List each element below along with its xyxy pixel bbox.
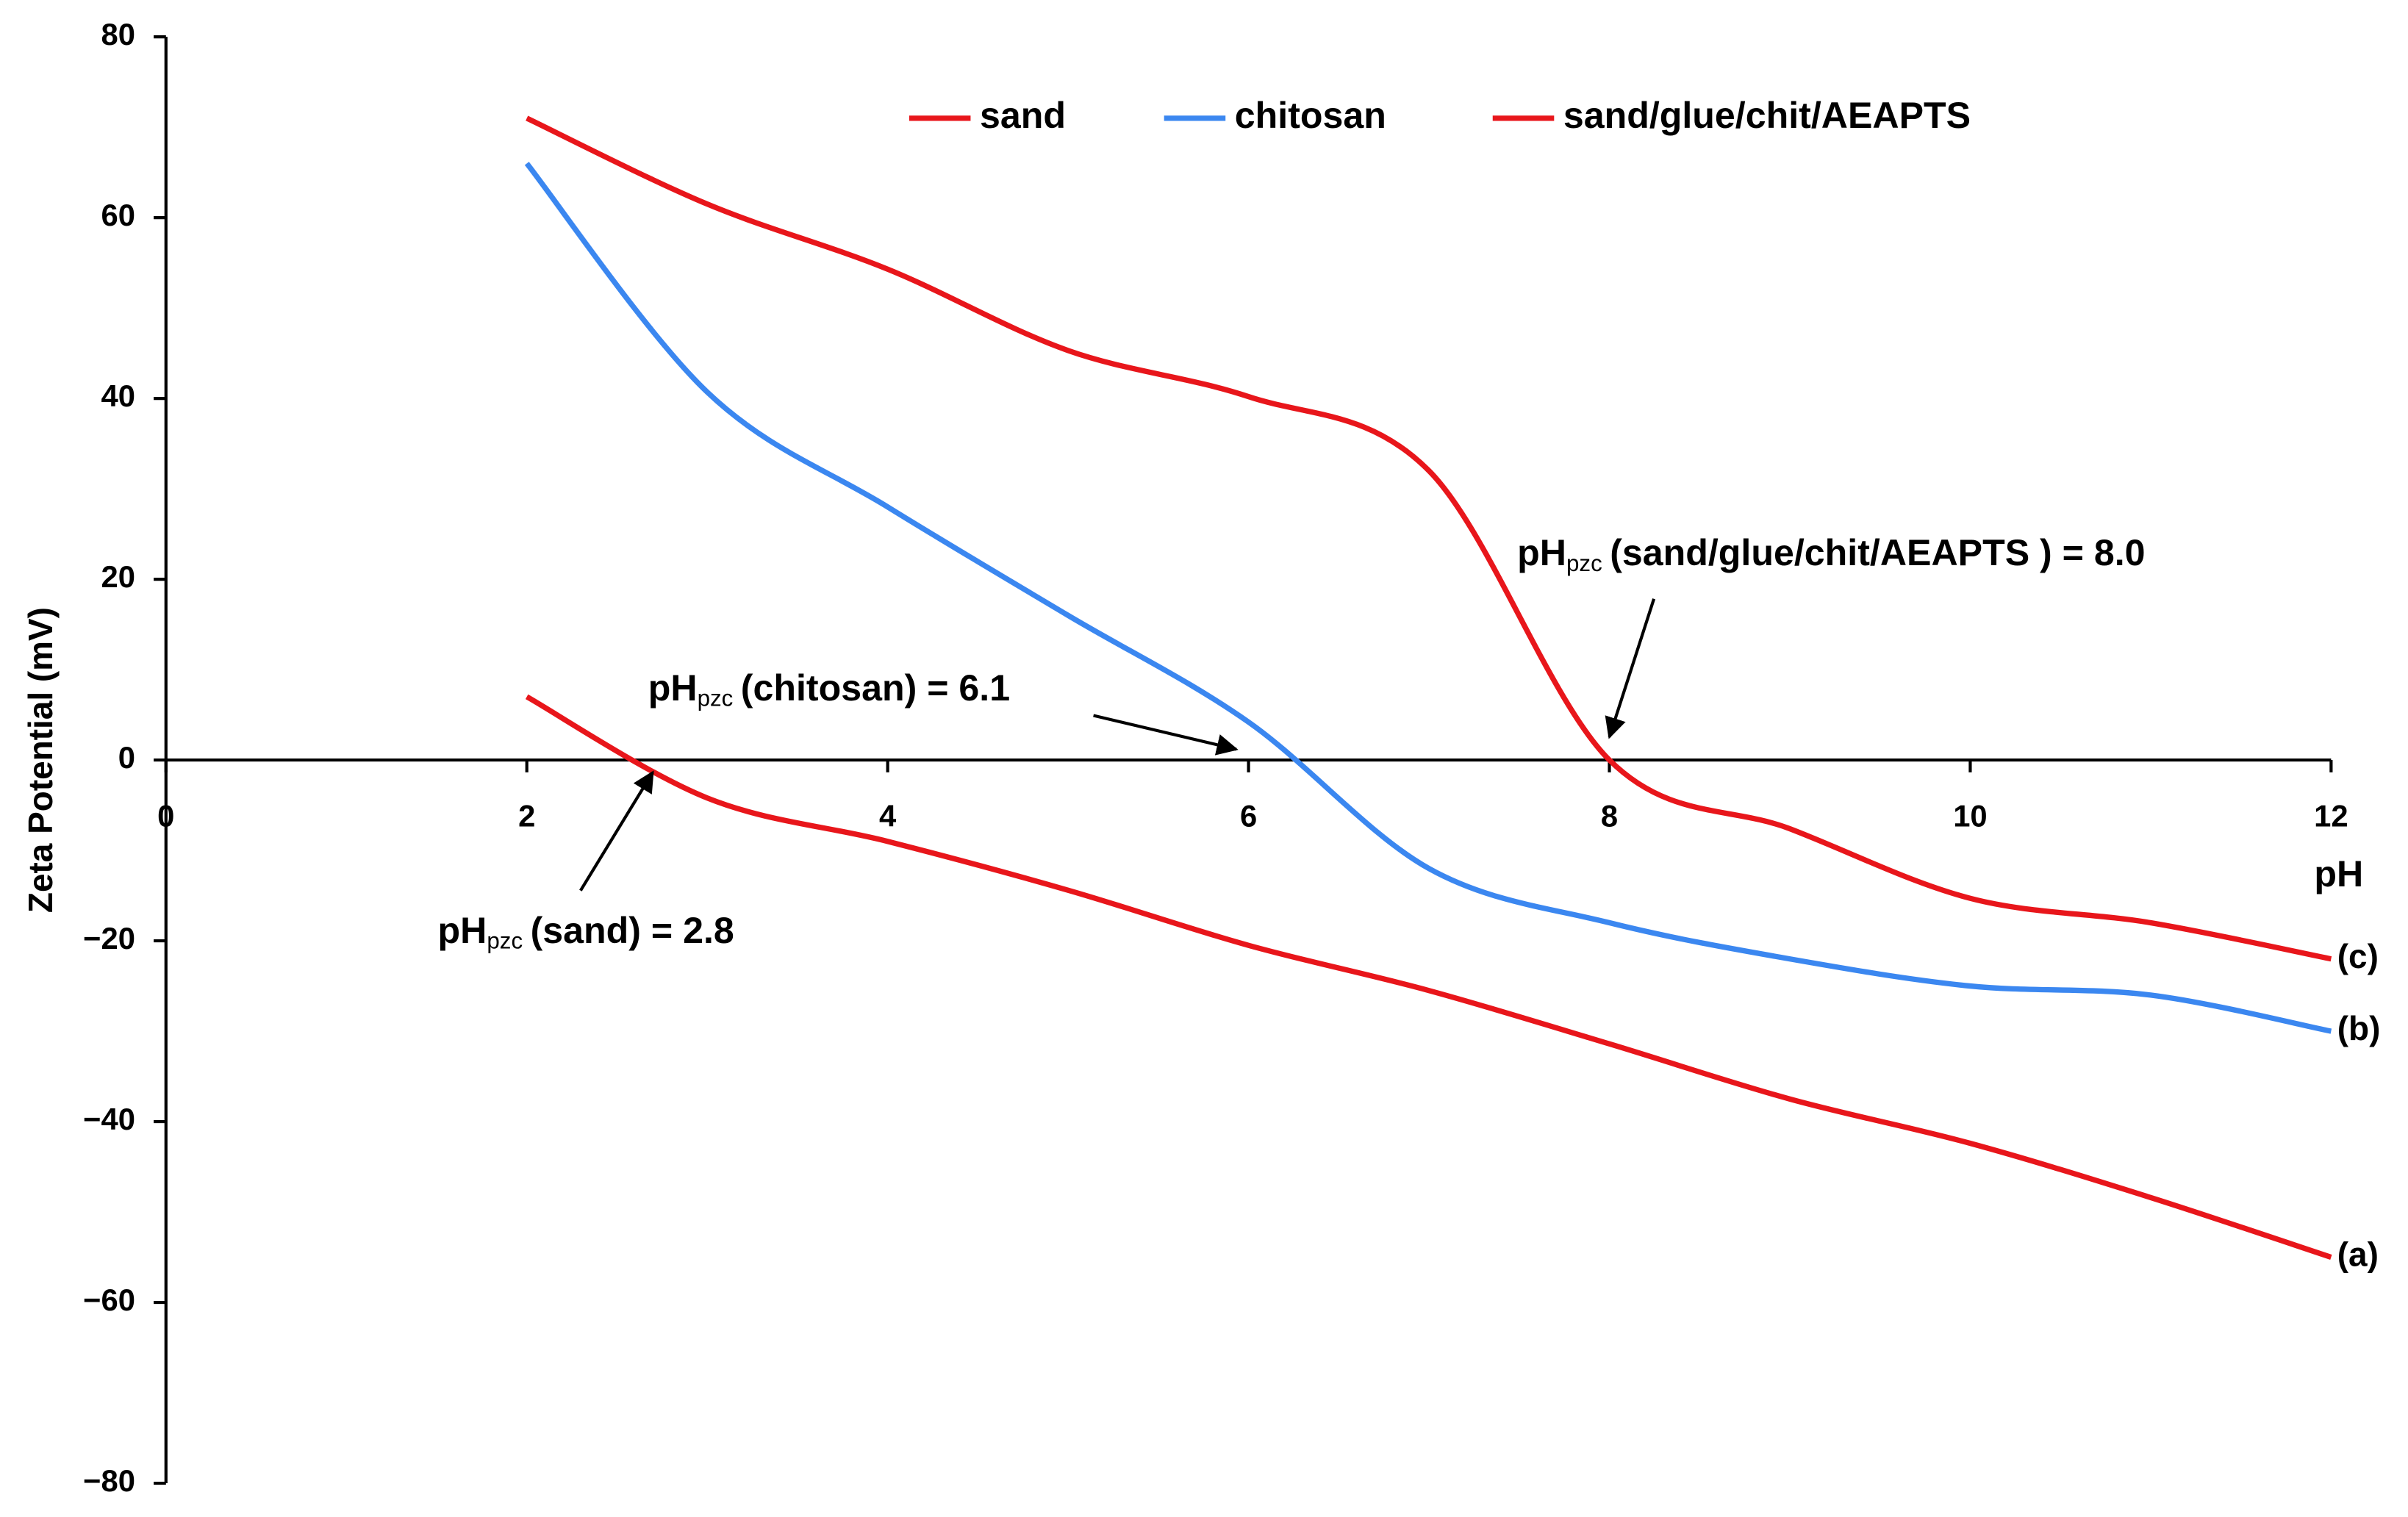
annotation-text: (sand/glue/chit/AEAPTS ) = 8.0 — [1610, 532, 2145, 573]
y-tick-label: 80 — [101, 17, 135, 51]
series-line — [524, 162, 2332, 1034]
y-tick-label: −80 — [83, 1463, 135, 1498]
annotation-sub: pzc — [487, 928, 523, 954]
annotation-text: (sand) = 2.8 — [531, 910, 734, 951]
y-tick-label: 60 — [101, 198, 135, 232]
y-tick-label: −20 — [83, 921, 135, 955]
annotation-text: (chitosan) = 6.1 — [741, 667, 1010, 709]
x-tick-label: 10 — [1953, 799, 1987, 833]
annotation-base: pH — [648, 667, 698, 709]
y-axis-title: Zeta Potential (mV) — [21, 607, 60, 913]
x-tick-label: 4 — [879, 799, 896, 833]
legend-label: sand — [980, 95, 1066, 136]
annotation-arrow — [1605, 598, 1656, 739]
annotation-base: pH — [438, 910, 487, 951]
annotation-sub: pzc — [1566, 551, 1602, 576]
y-tick-label: −40 — [83, 1102, 135, 1136]
series-label: (a) — [2337, 1236, 2379, 1274]
x-tick-label: 8 — [1601, 799, 1618, 833]
annotation: pHpzc (sand/glue/chit/AEAPTS ) = 8.0 — [1517, 532, 2145, 576]
series-label: (c) — [2337, 937, 2379, 975]
y-tick-label: 40 — [101, 379, 135, 413]
annotation: pHpzc (chitosan) = 6.1 — [648, 667, 1010, 711]
y-tick-label: 0 — [118, 740, 135, 775]
legend-label: sand/glue/chit/AEAPTS — [1563, 95, 1971, 136]
series-line — [526, 115, 2332, 962]
x-tick-label: 12 — [2314, 799, 2348, 833]
y-tick-label: −60 — [83, 1283, 135, 1317]
legend-label: chitosan — [1235, 95, 1386, 136]
annotation-sub: pzc — [698, 686, 734, 711]
annotation-arrow — [1093, 714, 1239, 756]
series-label: (b) — [2337, 1009, 2381, 1047]
series-line — [525, 694, 2332, 1260]
annotation: pHpzc (sand) = 2.8 — [438, 910, 734, 954]
y-tick-label: 20 — [101, 559, 135, 594]
annotation-base: pH — [1517, 532, 1566, 573]
x-tick-label: 2 — [518, 799, 535, 833]
annotation-arrow — [579, 770, 654, 892]
x-axis-title: pH — [2314, 853, 2363, 894]
x-tick-label: 0 — [157, 799, 174, 833]
x-tick-label: 6 — [1240, 799, 1257, 833]
